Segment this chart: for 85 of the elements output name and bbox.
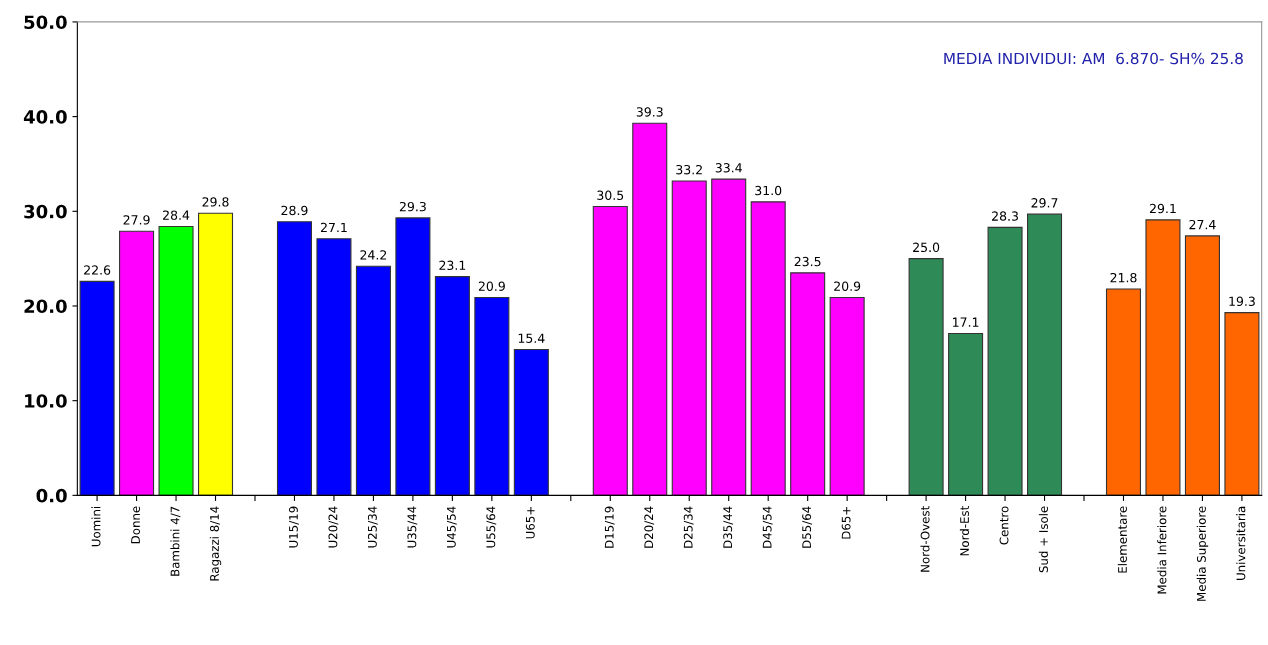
x-tick-label: D35/44: [723, 506, 734, 548]
bar: [1027, 213, 1063, 496]
bar: [79, 280, 115, 496]
data-label: 27.9: [123, 215, 150, 225]
bar: [434, 276, 470, 496]
data-label: 39.3: [636, 107, 663, 117]
data-label: 27.1: [320, 222, 347, 232]
y-tick-label: 20.0: [24, 299, 67, 314]
x-tick-label: U65+: [525, 507, 535, 539]
bar: [1105, 288, 1142, 496]
x-tick-label: Media Superiore: [1196, 506, 1209, 601]
x-tick-label: U45/54: [447, 506, 457, 548]
bar: [987, 226, 1023, 496]
data-label: 20.9: [834, 281, 861, 291]
x-tick-label: D65+: [841, 507, 851, 539]
bar: [197, 212, 234, 496]
data-label: 25.0: [913, 242, 940, 253]
annotation: MEDIA INDIVIDUI: AM 6.870- SH% 25.8: [944, 52, 1243, 65]
bar: [395, 217, 431, 496]
y-tick-label: 0.0: [36, 488, 67, 503]
x-tick-label: Bambini 4/7: [170, 506, 181, 576]
x-tick-label: U25/34: [367, 506, 378, 548]
data-label: 29.1: [1149, 203, 1176, 214]
bar: [316, 238, 352, 496]
bar: [1224, 312, 1260, 496]
bar: [829, 296, 865, 496]
x-tick-label: Uomini: [91, 506, 101, 547]
data-label: 15.4: [518, 333, 545, 343]
x-tick-label: D20/24: [644, 506, 655, 548]
x-tick-label: Elementare: [1117, 506, 1127, 573]
data-label: 28.4: [163, 210, 190, 220]
bar: [474, 296, 510, 496]
x-tick-label: Nord-Est: [959, 506, 970, 556]
bar: [276, 221, 313, 496]
data-label: 24.2: [360, 250, 387, 260]
data-label: 17.1: [953, 317, 979, 327]
x-tick-label: Ragazzi 8/14: [209, 506, 222, 581]
data-label: 28.3: [992, 211, 1018, 221]
x-tick-label: D55/64: [802, 506, 813, 548]
data-label: 23.5: [794, 256, 821, 267]
data-label: 19.3: [1229, 296, 1255, 307]
bar: [355, 265, 391, 496]
data-label: 29.3: [399, 201, 426, 212]
x-tick-label: U55/64: [486, 506, 497, 548]
bar: [671, 180, 707, 496]
x-tick-label: Sud + Isole: [1038, 506, 1048, 573]
data-label: 20.9: [478, 281, 505, 291]
bar: [711, 178, 747, 496]
bar: [1184, 235, 1220, 496]
bar: [948, 332, 984, 496]
x-tick-label: Donne: [131, 506, 140, 544]
data-label: 29.7: [1031, 198, 1058, 208]
data-label: 23.1: [439, 260, 466, 271]
bar: [632, 122, 668, 496]
data-label: 33.4: [715, 163, 742, 173]
data-label: 27.4: [1189, 219, 1216, 230]
bar: [750, 201, 786, 496]
x-tick-label: Centro: [999, 506, 1009, 545]
data-label: 22.6: [84, 265, 111, 275]
bar: [1145, 219, 1181, 496]
x-tick-label: D45/54: [762, 506, 773, 548]
x-tick-label: U15/19: [288, 506, 299, 548]
bar: [158, 225, 194, 496]
y-tick-label: 10.0: [25, 394, 67, 408]
bar: [790, 272, 826, 496]
data-label: 28.9: [281, 205, 308, 216]
x-tick-label: Universitaria: [1236, 506, 1246, 580]
data-label: 29.8: [202, 197, 229, 207]
bar: [513, 348, 549, 496]
bar: [592, 206, 628, 496]
bar: [119, 230, 155, 496]
x-tick-label: D15/19: [604, 506, 615, 548]
y-tick-label: 50.0: [24, 15, 67, 30]
x-tick-label: U20/24: [328, 506, 339, 548]
x-tick-label: Nord-Ovest: [920, 506, 930, 572]
data-label: 31.0: [755, 185, 782, 196]
x-tick-label: U35/44: [407, 506, 418, 548]
data-label: 33.2: [676, 164, 702, 175]
data-label: 30.5: [597, 190, 624, 200]
data-label: 21.8: [1110, 272, 1137, 283]
y-tick-label: 30.0: [24, 204, 67, 219]
y-tick-label: 40.0: [23, 110, 67, 124]
bar: [908, 258, 944, 496]
x-tick-label: Media Inferiore: [1157, 506, 1167, 594]
x-tick-label: D25/34: [683, 506, 694, 548]
